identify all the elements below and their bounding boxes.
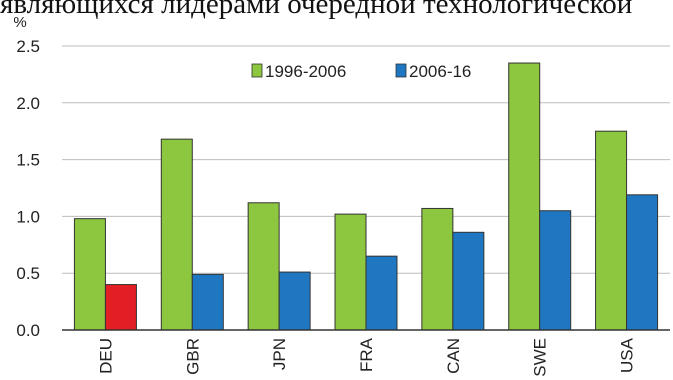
- x-tick-label: SWE: [531, 338, 550, 377]
- x-tick-label: CAN: [444, 338, 463, 374]
- x-tick-label: JPN: [270, 338, 289, 370]
- bar-can-series2: [452, 231, 485, 331]
- legend-label: 1996-2006: [265, 62, 346, 81]
- legend: 1996-2006 2006-16: [251, 62, 471, 81]
- bar-can-series1: [421, 207, 454, 331]
- bar-gbr-series1: [160, 138, 193, 331]
- x-axis-tick-labels: DEU GBR JPN FRA CAN SWE USA: [96, 337, 636, 376]
- legend-swatch: [251, 63, 263, 78]
- bar-swe-series1: [508, 62, 541, 331]
- bar-swe-series2: [539, 210, 572, 331]
- y-tick-label: 2.5: [16, 37, 40, 56]
- bar-usa-series2: [626, 194, 659, 331]
- x-tick-label: USA: [618, 337, 637, 373]
- bar-deu-series1: [73, 218, 106, 331]
- x-tick-label: DEU: [96, 338, 115, 374]
- legend-label: 2006-16: [409, 62, 471, 81]
- y-axis-tick-labels: 0.0 0.5 1.0 1.5 2.0 2.5: [16, 37, 40, 340]
- bar-gbr-series2: [191, 273, 224, 331]
- y-tick-label: 1.0: [16, 207, 40, 226]
- y-tick-label: 0.5: [16, 264, 40, 283]
- y-tick-label: 0.0: [16, 321, 40, 340]
- bars: [73, 62, 659, 331]
- bar-usa-series1: [595, 130, 628, 331]
- y-tick-label: 2.0: [16, 94, 40, 113]
- legend-swatch: [395, 63, 407, 78]
- bar-fra-series1: [334, 213, 367, 331]
- bar-fra-series2: [365, 255, 398, 331]
- bar-jpn-series1: [247, 202, 280, 331]
- y-tick-label: 1.5: [16, 151, 40, 170]
- clipped-caption-text: являющихся лидерами очередной технологич…: [0, 0, 633, 20]
- x-tick-label: FRA: [357, 337, 376, 372]
- y-axis-unit-label: %: [13, 14, 26, 31]
- x-tick-label: GBR: [183, 338, 202, 375]
- bar-jpn-series2: [278, 271, 311, 331]
- bar-deu-series2: [104, 284, 137, 331]
